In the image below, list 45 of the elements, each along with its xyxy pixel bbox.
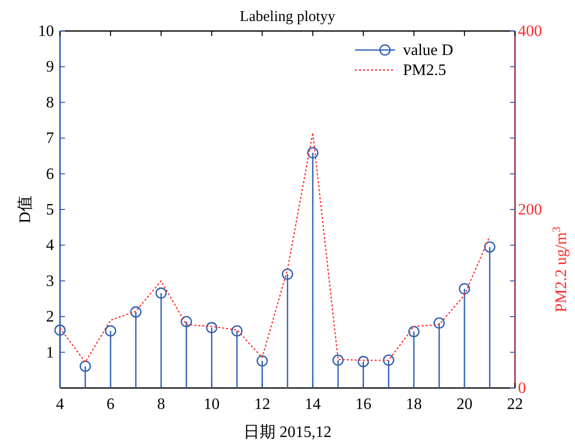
point (434, 317, 445, 329)
point (358, 356, 369, 368)
point (54, 324, 66, 336)
y-tick-label: 6 (46, 166, 54, 183)
point (231, 325, 243, 337)
legend-label: PM2.5 (403, 62, 446, 79)
point (180, 316, 192, 328)
chart-title: Labeling plotyy (240, 9, 336, 25)
y-tick-label: 8 (46, 94, 54, 112)
x-tick-label: 6 (106, 396, 115, 413)
point (408, 326, 420, 338)
y-tick-label: 10 (38, 23, 54, 40)
x-tick-label: 16 (355, 396, 372, 413)
x-tick-label: 22 (507, 396, 523, 413)
point (256, 355, 268, 367)
x-tick-label: 20 (456, 396, 472, 413)
x-axis-title: 日期 2015,12 (244, 423, 332, 441)
x-tick-label: 18 (406, 396, 422, 413)
point (307, 147, 318, 158)
x-tick-label: 8 (157, 396, 166, 413)
y2-tick-label: 400 (518, 23, 542, 40)
x-tick-label: 12 (254, 396, 270, 413)
legend-label: value D (403, 42, 454, 59)
y-tick-label: 7 (46, 130, 54, 148)
y-tick-label: 5 (46, 202, 54, 218)
y-tick-label: 2 (46, 308, 54, 326)
point (458, 283, 470, 294)
point (130, 306, 142, 318)
y-tick-label: 4 (46, 237, 54, 254)
y-tick-label: 1 (46, 344, 54, 362)
point (80, 360, 91, 372)
x-tick-label: 10 (204, 396, 220, 413)
y2-tick-label: 200 (518, 202, 542, 218)
y-tick-label: 9 (46, 58, 54, 76)
y2-tick-label: 0 (518, 380, 526, 397)
point (206, 322, 218, 334)
point (484, 241, 496, 253)
x-tick-label: 14 (304, 396, 321, 413)
y-tick-label: 3 (46, 272, 54, 290)
point (332, 354, 344, 366)
point (104, 325, 116, 337)
point (382, 354, 394, 366)
y-axis-title: D值 (17, 196, 34, 224)
point (282, 268, 294, 280)
point (155, 287, 167, 299)
